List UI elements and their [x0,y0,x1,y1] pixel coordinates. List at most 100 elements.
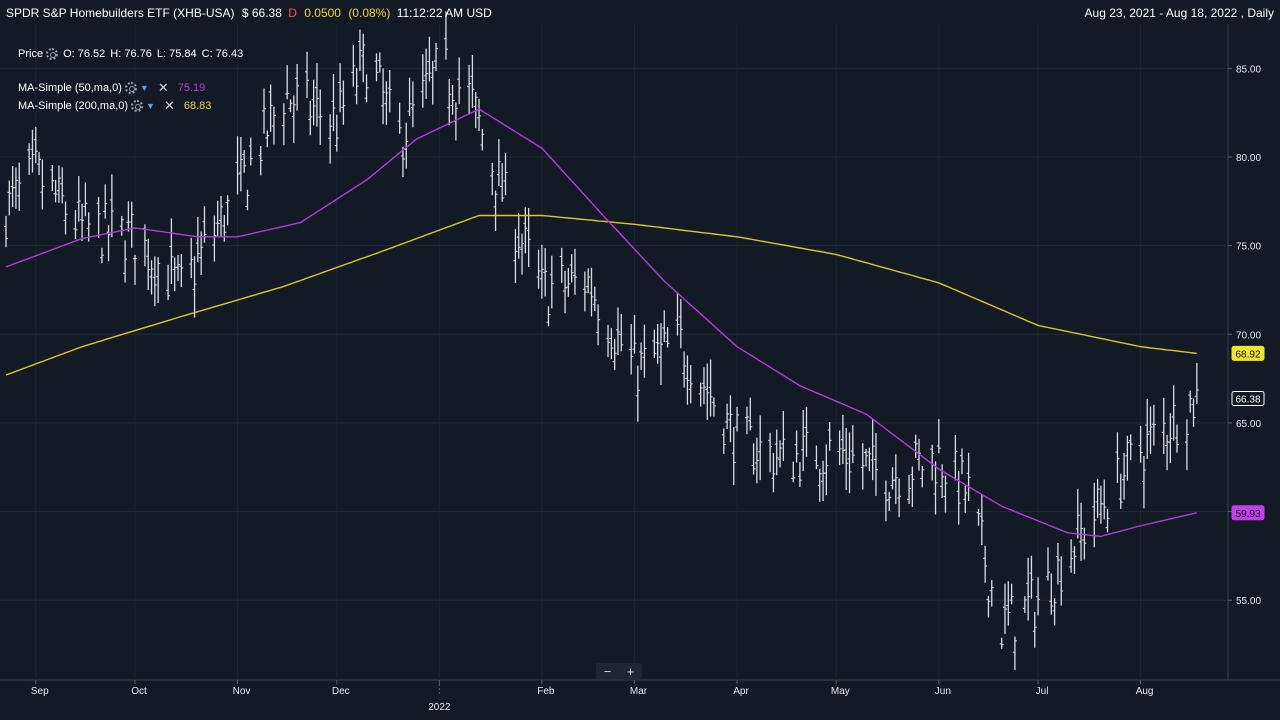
gear-icon[interactable] [124,82,137,94]
price-bar [37,152,42,176]
price-bar [1165,434,1170,471]
price-bar [1115,432,1120,483]
price-bar [1188,390,1193,413]
price-bar [1118,473,1123,509]
chevron-down-icon[interactable]: ▼ [146,101,155,111]
price-bar [913,434,918,458]
price-bar [169,218,174,285]
y-tick-label: 55.00 [1236,596,1261,607]
price-bar [172,257,177,292]
legend-high: H: 76.76 [110,48,152,60]
price-bar [13,167,18,209]
price-bar [873,433,878,496]
price-bar [7,180,12,216]
price-bar [791,461,796,483]
price-bar [1052,598,1057,626]
price-bar [1082,527,1087,560]
x-tick-label: Jul [1036,686,1049,697]
price-bar [688,365,693,404]
price-bar [516,213,521,259]
price-bar [840,414,845,465]
price-bar [123,240,128,283]
chart-header: SPDR S&P Homebuilders ETF (XHB-USA) $ 66… [0,0,1280,24]
price-bar [1092,482,1097,548]
price-bar [295,63,300,111]
gear-icon[interactable] [131,100,144,112]
price-bar [589,267,594,317]
price-bar [56,165,61,203]
price-change-pct: (0.08%) [348,6,391,20]
price-bar [262,88,267,134]
price-bar [1055,542,1060,585]
gear-icon[interactable] [46,48,59,60]
price-bar [933,461,938,515]
price-bar [364,74,369,103]
price-bar [569,254,574,283]
price-bar [195,216,200,263]
price-bar [1128,434,1133,461]
price-bar [219,195,224,238]
date-range[interactable]: Aug 23, 2021 - Aug 18, 2022 , Daily [1084,6,1274,20]
price-bar [619,313,624,352]
price-bar [758,415,763,481]
price-bar [152,256,157,307]
price-bar [480,129,485,151]
price-bar [318,89,323,145]
price-bar [847,432,852,494]
price-bar [60,167,65,204]
price-bar [682,351,687,388]
price-bar [1191,398,1196,427]
price-bar [748,397,753,431]
price-bar [354,67,359,105]
price-bar [1095,478,1100,518]
price-bar [642,324,647,378]
price-bar [328,114,333,164]
price-bar [546,306,551,327]
x-tick-label: May [831,686,850,697]
price-bar [381,68,386,125]
price-bar [285,65,290,100]
price-bar [705,363,710,420]
price-bar [536,249,541,289]
price-bar [1184,419,1189,471]
price-bar [721,428,726,454]
price-bar [615,307,620,355]
price-bar [53,179,58,203]
price-bar [73,210,78,240]
price-bar [126,201,131,232]
price-bar [305,51,310,99]
last-value-label: 66.38 [1231,390,1265,406]
price-bar [963,485,968,513]
y-tick-label: 80.00 [1236,153,1261,164]
price-bar [513,229,518,283]
close-icon[interactable]: ✕ [157,80,169,95]
delayed-flag: D [288,6,297,20]
price-bar [1171,385,1176,441]
price-bar [410,81,415,128]
price-bar [817,468,822,502]
zoom-in-button[interactable]: + [626,663,635,679]
price-bar [40,159,45,210]
price-bar [814,445,819,470]
price-bar [883,480,888,522]
price-bar [1141,455,1146,509]
close-icon[interactable]: ✕ [163,98,175,113]
price-bar [407,77,412,117]
zoom-controls: − + [596,663,642,679]
price-bar [384,81,389,125]
price-bar [1036,577,1041,616]
legend-open: O: 76.52 [63,48,106,60]
price-bar [635,365,640,422]
price-bar [989,580,994,607]
price-bar [430,61,435,105]
price-bar [1069,539,1074,573]
price-bar [910,466,915,507]
price-bar [50,164,55,192]
y-tick-label: 65.00 [1236,419,1261,430]
zoom-out-button[interactable]: − [603,663,612,679]
chevron-down-icon[interactable]: ▼ [139,83,149,93]
symbol-title: SPDR S&P Homebuilders ETF (XHB-USA) [6,6,235,20]
price-bar [966,452,971,502]
price-bar [493,190,498,232]
